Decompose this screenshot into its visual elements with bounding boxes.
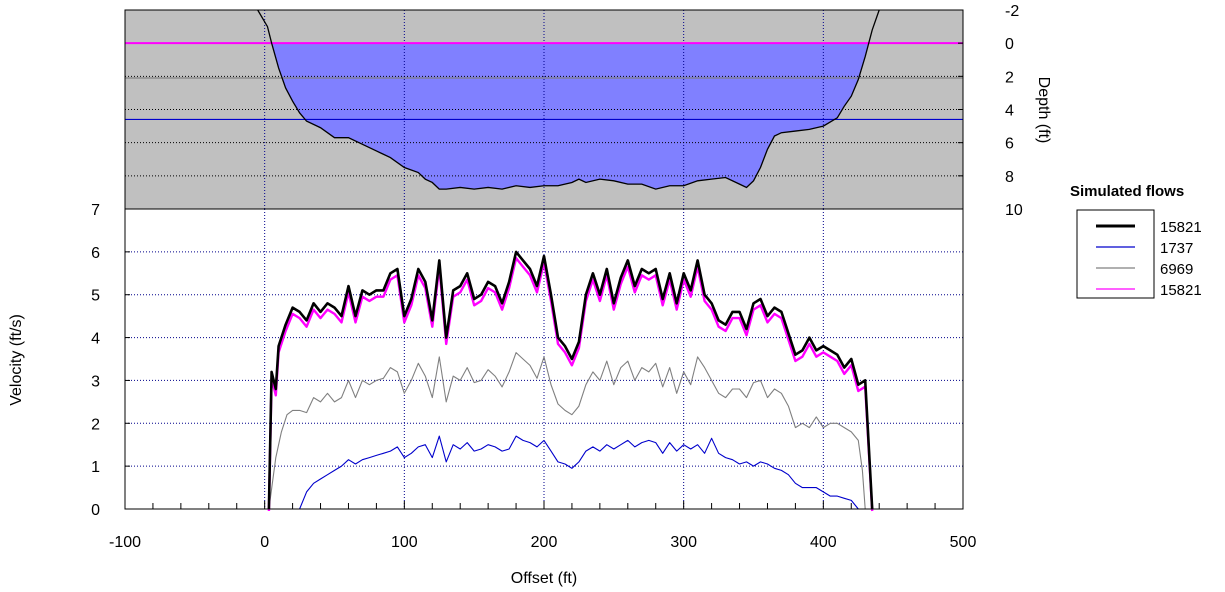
series-line-6969-2 [268,352,866,510]
velocity-tick-label: 2 [91,416,100,433]
depth-tick-labels: -2 0 2 4 6 8 10 [1005,3,1023,219]
depth-tick-label: 2 [1005,69,1014,86]
velocity-tick-marks [125,208,130,510]
series-line-1737-1 [299,435,859,510]
x-tick-label: 300 [670,534,697,551]
depth-tick-label: 10 [1005,202,1023,219]
velocity-series-lines [267,250,874,512]
depth-tick-label: 4 [1005,103,1014,120]
x-tick-label: 0 [260,534,269,551]
x-tick-label: 400 [810,534,837,551]
depth-tick-label: -2 [1005,3,1019,20]
velocity-tick-label: 4 [91,331,100,348]
series-line-15821-3 [267,256,874,512]
velocity-axis-title: Velocity (ft/s) [8,314,25,406]
legend-label-2: 6969 [1160,261,1193,278]
x-tick-marks [124,501,964,509]
velocity-tick-label: 7 [91,202,100,219]
velocity-tick-label: 6 [91,245,100,262]
x-tick-label: 100 [391,534,418,551]
legend-items: 15821 1737 6969 15821 [1096,219,1202,299]
legend-label-3: 15821 [1160,282,1202,299]
velocity-panel: -100 0 100 200 300 400 500 0 1 2 3 4 5 6 7 Offset (ft… [8,202,976,587]
depth-tick-label: 6 [1005,136,1014,153]
x-tick-label: 200 [531,534,558,551]
depth-tick-label: 0 [1005,36,1014,53]
depth-panel: -2 0 2 4 6 8 10 Depth (ft) [124,3,1052,219]
velocity-tick-label: 1 [91,459,100,476]
legend-title: Simulated flows [1070,183,1184,200]
legend-box [1076,209,1155,299]
bed-profile-line [257,9,880,190]
velocity-tick-label: 3 [91,373,100,390]
water-fill [271,43,869,190]
series-line-15821-0 [267,250,874,510]
velocity-tick-labels: 0 1 2 3 4 5 6 7 [91,202,100,519]
velocity-tick-label: 0 [91,502,100,519]
x-axis-title: Offset (ft) [511,570,577,587]
x-tick-labels: -100 0 100 200 300 400 500 [109,534,976,551]
velocity-tick-label: 5 [91,288,100,305]
depth-tick-label: 8 [1005,169,1014,186]
x-tick-label: -100 [109,534,141,551]
legend-label-0: 15821 [1160,219,1202,236]
water-level-lines [125,42,963,121]
legend: Simulated flows 15821 1737 6969 15821 [1070,183,1202,299]
x-tick-label: 500 [950,534,977,551]
depth-axis-title: Depth (ft) [1035,77,1052,144]
legend-label-1: 1737 [1160,240,1193,257]
